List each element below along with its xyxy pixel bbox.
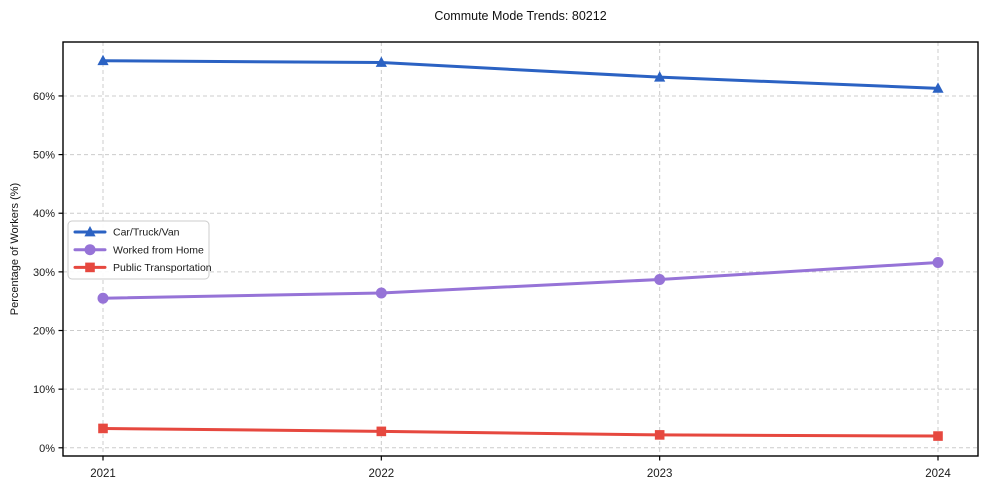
- data-point-marker-car-truck-van: [654, 71, 666, 82]
- data-point-marker-legend-public-transportation: [85, 262, 95, 273]
- legend-label-worked-from-home: Worked from Home: [113, 244, 204, 256]
- data-point-marker-car-truck-van: [375, 56, 387, 67]
- data-point-marker-car-truck-van: [932, 82, 944, 93]
- y-tick-label: 50%: [33, 150, 55, 162]
- x-tick-label: 2021: [90, 468, 116, 480]
- x-tick-label: 2022: [369, 468, 395, 480]
- data-point-marker-worked-from-home: [932, 256, 944, 268]
- data-point-marker-public-transportation: [933, 431, 943, 441]
- data-point-marker-worked-from-home: [375, 287, 387, 299]
- y-tick-label: 10%: [33, 384, 55, 396]
- y-tick-label: 40%: [33, 208, 55, 220]
- data-point-marker-worked-from-home: [654, 273, 666, 285]
- x-tick-label: 2023: [647, 468, 673, 480]
- series-line-car-truck-van: [101, 59, 940, 90]
- y-tick-label: 60%: [33, 91, 55, 103]
- series-line-public-transportation: [101, 426, 940, 438]
- data-point-marker-public-transportation: [654, 430, 665, 440]
- plot-border: [62, 41, 979, 457]
- series-line-worked-from-home: [101, 260, 940, 300]
- data-point-marker-car-truck-van: [97, 54, 109, 66]
- data-point-marker-public-transportation: [376, 426, 387, 437]
- chart-title: Commute Mode Trends: 80212: [434, 9, 607, 23]
- legend-label-car-truck-van: Car/Truck/Van: [113, 227, 180, 239]
- data-point-marker-legend-worked-from-home: [84, 244, 96, 256]
- x-tick-label: 2024: [925, 468, 951, 480]
- legend-label-public-transportation: Public Transportation: [113, 262, 212, 274]
- data-point-marker-public-transportation: [98, 423, 108, 434]
- data-point-marker-worked-from-home: [97, 292, 109, 304]
- data-point-marker-legend-car-truck-van: [84, 226, 96, 237]
- y-tick-label: 20%: [33, 326, 55, 338]
- y-tick-label: 30%: [33, 267, 55, 279]
- y-tick-label: 0%: [39, 443, 55, 455]
- legend-box: [67, 220, 210, 280]
